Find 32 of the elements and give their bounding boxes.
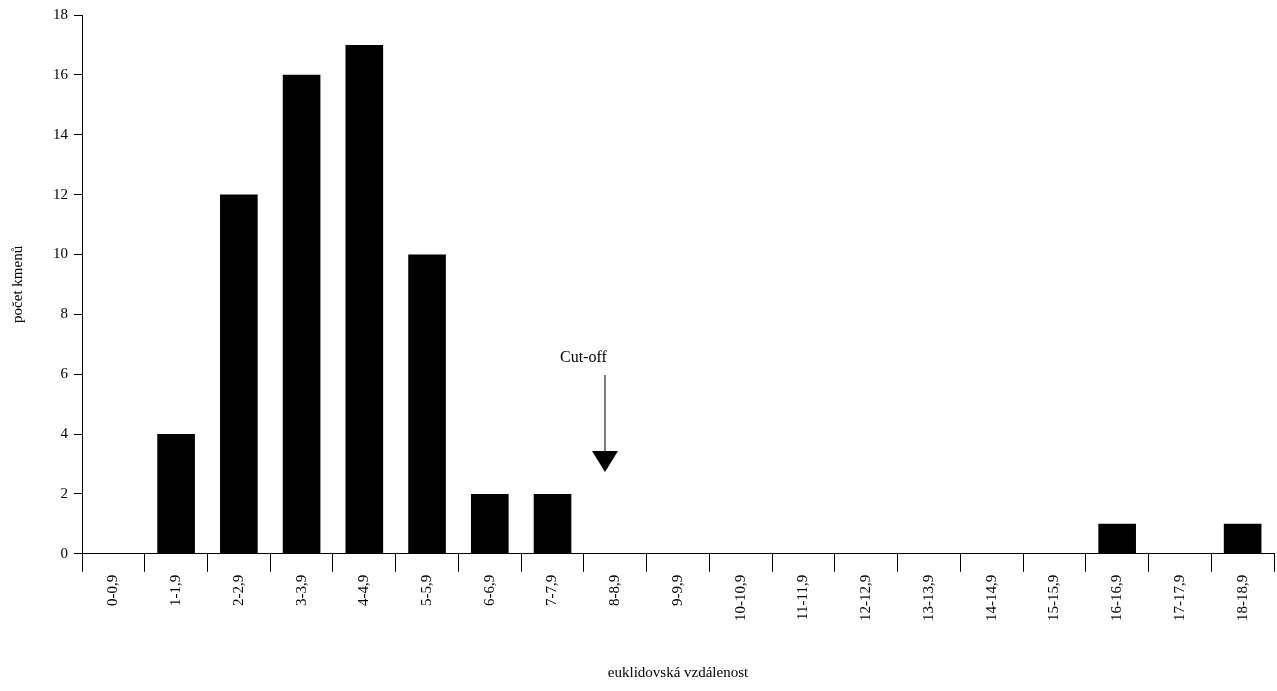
x-tick-label: 15-15,9 [1045, 574, 1062, 621]
x-tick-label: 16-16,9 [1108, 574, 1125, 621]
x-tick-label: 17-17,9 [1170, 574, 1187, 621]
x-tick-label: 18-18,9 [1233, 574, 1250, 621]
x-tick-label: 6-6,9 [480, 574, 497, 606]
y-tick-label: 16 [53, 65, 69, 82]
y-tick-label: 8 [60, 305, 68, 322]
x-tick-label: 13-13,9 [919, 574, 936, 621]
x-tick-label: 8-8,9 [606, 574, 623, 606]
y-tick-label: 10 [53, 245, 68, 262]
x-tick-label: 11-11,9 [794, 574, 811, 620]
y-tick-label: 18 [53, 5, 68, 22]
x-axis-title: euklidovská vzdálenost [607, 663, 750, 680]
y-tick-label: 6 [60, 365, 69, 382]
x-tick-label: 5-5,9 [417, 574, 434, 606]
x-tick-label: 9-9,9 [668, 574, 685, 606]
y-tick-label: 0 [60, 544, 68, 561]
y-tick-label: 4 [60, 424, 69, 441]
x-tick-label: 12-12,9 [857, 574, 874, 621]
annotation: Cut-off [560, 348, 607, 366]
x-tick-label: 14-14,9 [982, 574, 999, 621]
x-tick-label: 3-3,9 [292, 574, 309, 606]
x-tick-label: 2-2,9 [229, 574, 246, 606]
x-tick-label: 1-1,9 [167, 574, 184, 606]
y-tick-label: 12 [53, 185, 68, 202]
x-tick-label: 10-10,9 [731, 574, 748, 621]
y-axis-title: počet kmenů [8, 245, 25, 323]
x-tick-label: 7-7,9 [543, 574, 560, 606]
x-tick-label: 0-0,9 [104, 574, 121, 606]
x-tick-label: 4-4,9 [355, 574, 372, 606]
y-tick-label: 14 [53, 125, 69, 142]
y-tick-label: 2 [60, 484, 68, 501]
